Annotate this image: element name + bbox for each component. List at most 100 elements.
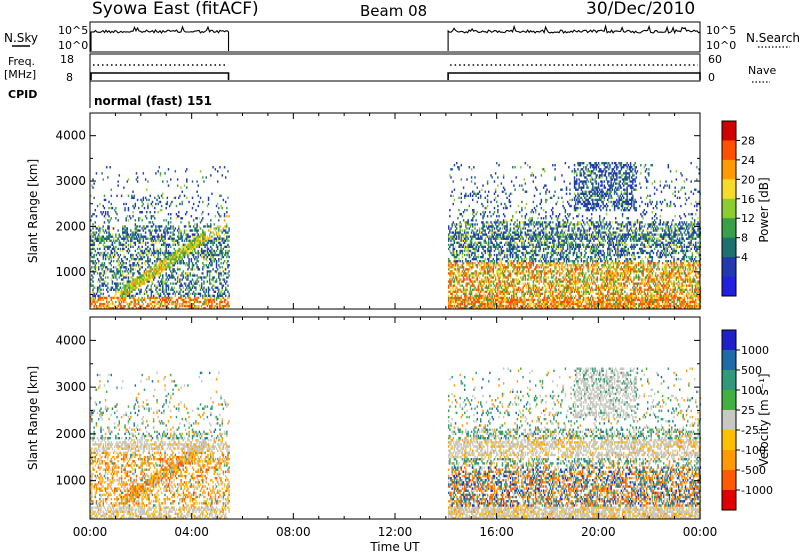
power-echo-cell (168, 243, 171, 247)
power-echo-cell (90, 304, 92, 308)
power-echo-cell (123, 247, 125, 251)
power-echo-cell (466, 276, 468, 279)
power-echo-cell (103, 264, 106, 267)
power-echo-cell (523, 306, 525, 310)
power-echo-cell (166, 266, 169, 269)
power-echo-cell (530, 239, 532, 242)
power-echo-cell (509, 219, 512, 222)
power-echo-cell (465, 274, 467, 277)
power-echo-cell (135, 225, 138, 228)
power-echo-cell (90, 237, 92, 240)
power-echo-cell (158, 225, 161, 228)
power-echo-cell (545, 184, 547, 187)
power-echo-cell (162, 284, 164, 287)
power-echo-cell (140, 249, 142, 253)
power-echo-cell (548, 231, 551, 234)
power-echo-cell (520, 276, 522, 279)
power-echo-cell (545, 221, 547, 224)
power-echo-cell (502, 284, 505, 287)
power-echo-cell (168, 260, 171, 263)
power-echo-cell (475, 288, 477, 291)
power-echo-cell (96, 294, 99, 298)
power-echo-cell (473, 166, 475, 169)
power-echo-cell (520, 264, 522, 267)
power-echo-cell (110, 239, 113, 242)
power-echo-cell (141, 249, 143, 253)
power-echo-cell (127, 268, 130, 271)
power-echo-cell (494, 237, 497, 240)
power-echo-cell (491, 241, 493, 244)
power-echo-cell (101, 282, 103, 285)
power-echo-cell (123, 237, 125, 240)
power-echo-cell (498, 257, 500, 261)
power-echo-cell (127, 247, 130, 251)
power-echo-cell (206, 255, 209, 259)
power-echo-cell (218, 237, 220, 240)
power-echo-cell (142, 306, 145, 310)
power-echo-cell (508, 284, 511, 287)
power-echo-cell (477, 192, 480, 195)
power-echo-cell (112, 296, 115, 300)
power-echo-cell (515, 255, 517, 259)
power-echo-cell (216, 247, 219, 251)
power-echo-cell (136, 270, 139, 273)
power-echo-cell (98, 239, 100, 242)
power-echo-cell (459, 302, 461, 306)
power-echo-cell (138, 278, 140, 281)
power-echo-cell (451, 270, 453, 273)
power-echo-cell (94, 294, 97, 298)
power-echo-cell (166, 243, 169, 247)
power-echo-cell (127, 235, 130, 238)
power-echo-cell (524, 276, 527, 279)
power-echo-cell (478, 300, 481, 304)
power-echo-cell (170, 202, 172, 206)
power-echo-cell (138, 245, 140, 249)
power-echo-cell (459, 274, 461, 277)
power-echo-cell (539, 225, 541, 228)
power-echo-cell (178, 306, 180, 310)
power-echo-cell (532, 245, 535, 249)
power-echo-cell (531, 300, 533, 304)
power-echo-cell (202, 176, 204, 179)
power-echo-cell (506, 229, 508, 232)
power-echo-cell (491, 270, 493, 273)
power-echo-cell (175, 304, 178, 308)
power-echo-cell (510, 280, 513, 283)
power-echo-cell (507, 274, 509, 277)
power-echo-cell (539, 300, 541, 304)
power-echo-cell (470, 223, 473, 226)
power-echo-cell (156, 286, 158, 289)
power-echo-cell (133, 241, 135, 244)
power-echo-cell (139, 237, 141, 240)
power-echo-cell (457, 231, 459, 234)
power-echo-cell (135, 172, 138, 175)
power-echo-cell (224, 294, 227, 298)
power-echo-cell (125, 245, 127, 249)
power-echo-cell (475, 270, 477, 273)
power-echo-cell (449, 296, 451, 300)
power-echo-cell (486, 276, 489, 279)
power-echo-cell (537, 298, 539, 302)
power-echo-cell (529, 290, 531, 293)
power-echo-cell (485, 276, 488, 279)
power-echo-cell (159, 268, 162, 271)
power-echo-cell (157, 264, 159, 267)
power-echo-cell (93, 253, 95, 257)
power-echo-cell (510, 282, 513, 285)
power-echo-cell (450, 302, 452, 306)
power-echo-cell (178, 231, 180, 234)
power-echo-cell (200, 233, 203, 236)
power-echo-cell (488, 241, 490, 244)
power-echo-cell (498, 274, 500, 277)
power-echo-cell (203, 225, 205, 228)
power-echo-cell (128, 286, 131, 289)
power-echo-cell (119, 235, 122, 238)
power-echo-cell (510, 219, 513, 222)
power-echo-cell (474, 257, 476, 261)
power-echo-cell (537, 290, 539, 293)
power-echo-cell (158, 294, 161, 298)
power-echo-cell (127, 239, 130, 242)
power-echo-cell (497, 298, 499, 302)
power-echo-cell (122, 282, 124, 285)
power-echo-cell (484, 298, 487, 302)
